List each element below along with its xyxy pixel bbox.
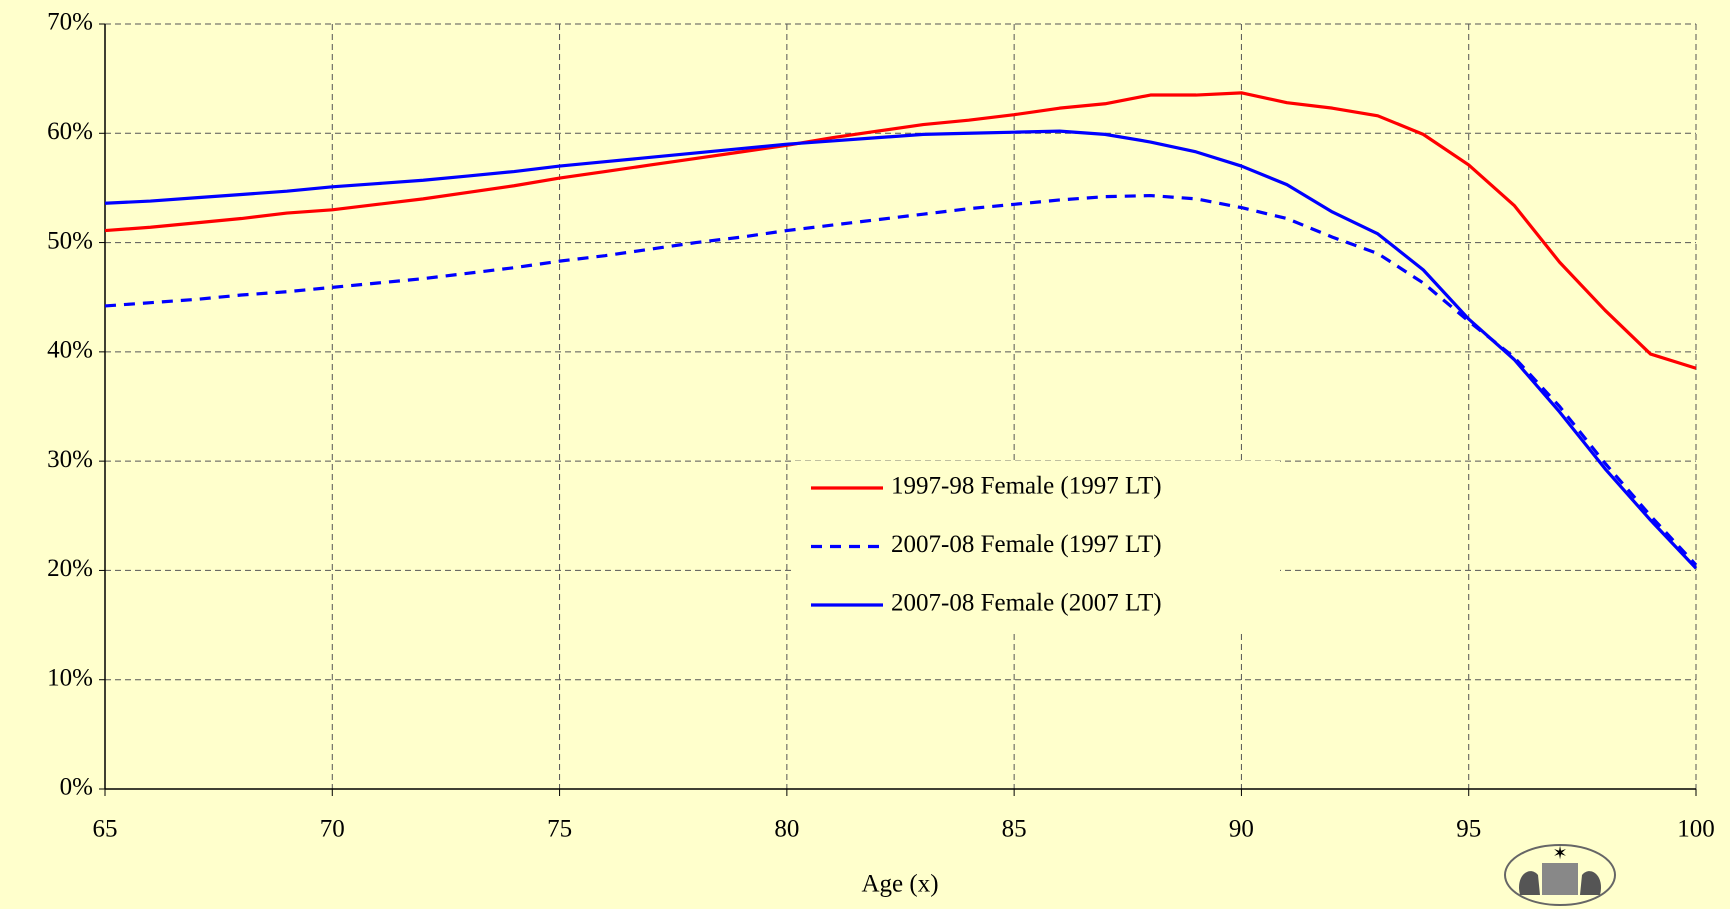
x-tick-label: 95 [1456,816,1481,843]
y-tick-label: 70% [47,9,93,36]
x-tick-label: 100 [1677,816,1715,843]
series-line [104,129,1698,570]
legend-label: 2007-08 Female (1997 LT) [891,531,1162,558]
y-tick-label: 10% [47,664,93,691]
x-tick-label: 75 [547,816,572,843]
x-tick-label: 80 [774,816,799,843]
axes: 0% 10% 20% 30% 40% 50% 60% 70% 65 70 75 80 85 90 95 100 [47,9,1715,843]
x-tick-label: 65 [93,816,118,843]
x-tick-label: 70 [320,816,345,843]
legend: 1997-98 Female (1997 LT) 2007-08 Female (… [792,461,1280,634]
y-tick-label: 50% [47,227,93,254]
y-tick-label: 40% [47,337,93,364]
y-tick-label: 0% [60,774,93,801]
legend-label: 2007-08 Female (2007 LT) [891,590,1162,617]
y-tick-label: 60% [47,118,93,145]
y-tick-label: 20% [47,555,93,582]
logo: ✶ [1504,843,1616,906]
y-tick-label: 30% [47,446,93,473]
x-axis-label: Age (x) [861,871,938,898]
x-tick-label: 90 [1229,816,1254,843]
series-line [104,193,1698,567]
svg-text:✶: ✶ [1552,843,1567,863]
series-line [104,91,1697,370]
x-tick-label: 85 [1002,816,1027,843]
legend-label: 1997-98 Female (1997 LT) [891,473,1162,500]
